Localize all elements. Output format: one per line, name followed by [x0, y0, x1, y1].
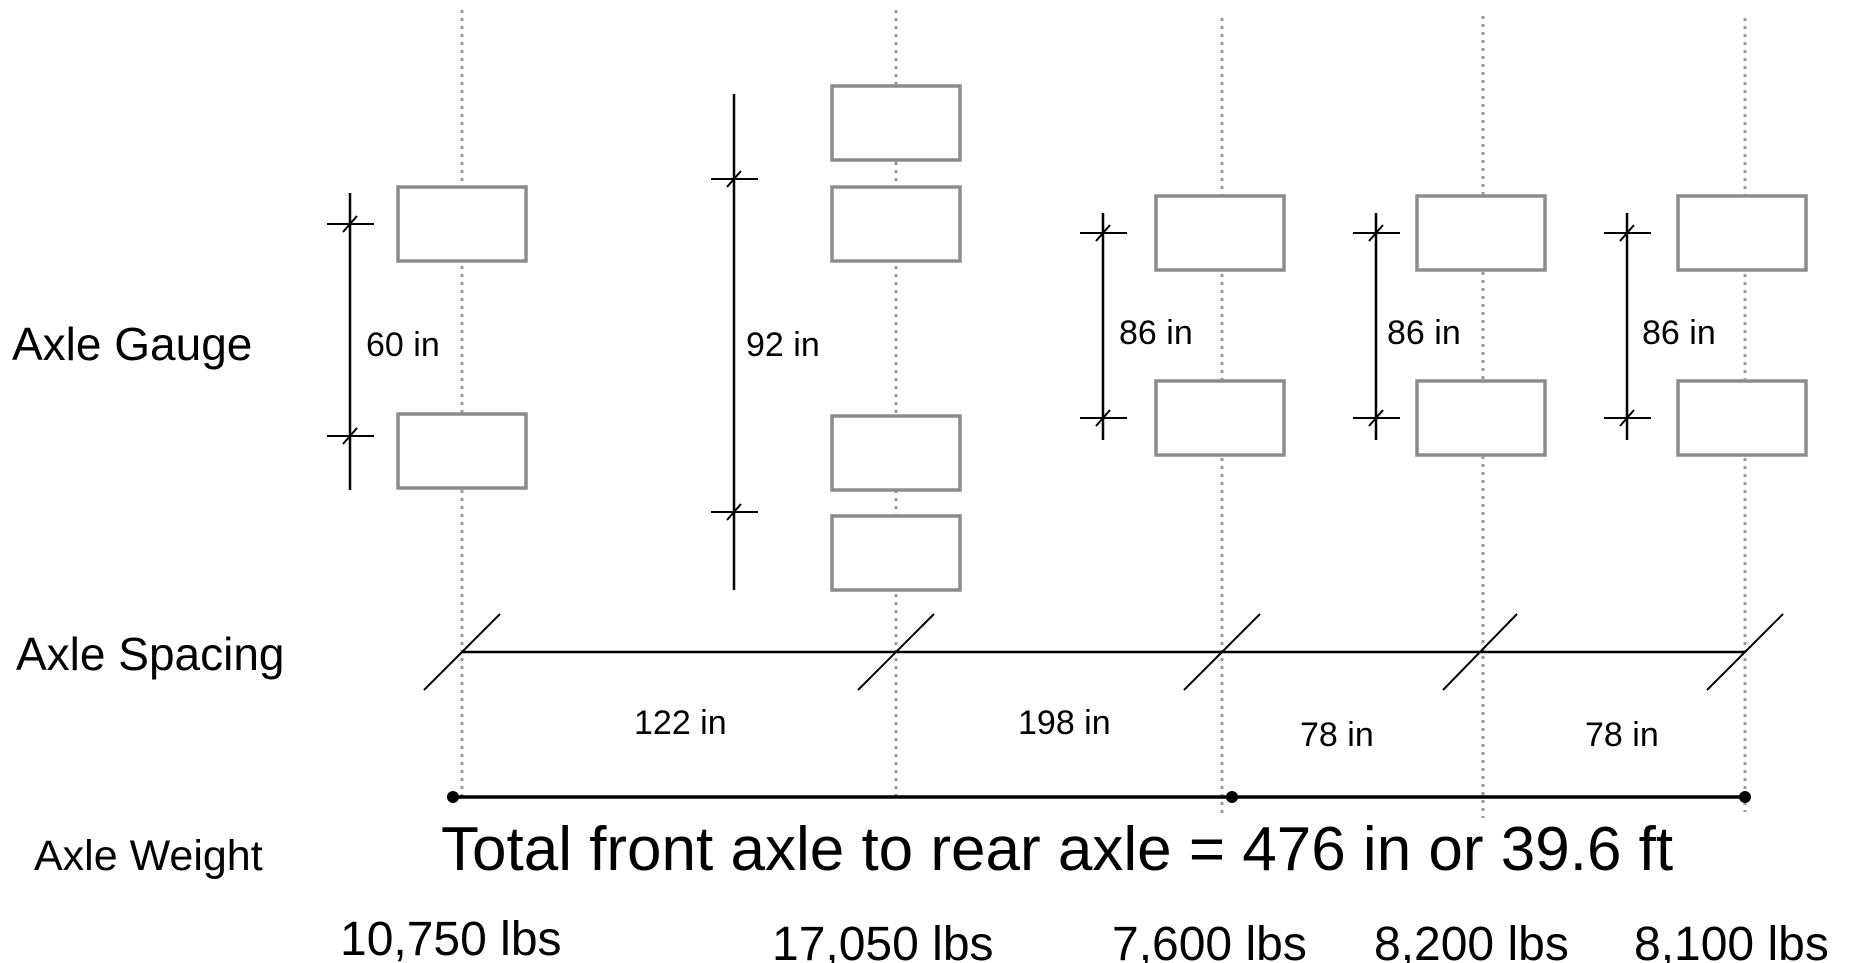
axle-1-gauge-label: 60 in — [366, 326, 440, 364]
axle-3-gauge-label: 86 in — [1119, 314, 1193, 352]
spacing-tick-axle-2 — [857, 613, 935, 691]
spacing-label-1-2: 122 in — [634, 704, 727, 742]
total-start-dot — [447, 791, 459, 803]
axle-4-left-tire — [1415, 194, 1547, 272]
axle-5-left-tire — [1676, 194, 1808, 272]
axle-5-gauge-dimension — [1604, 213, 1651, 440]
axle-2-gauge-dimension — [711, 94, 758, 590]
axle-3-left-tire — [1154, 194, 1286, 272]
axle-5-right-tire — [1676, 379, 1808, 457]
spacing-tick-axle-4 — [1442, 613, 1518, 691]
axle-5-gauge-label: 86 in — [1642, 314, 1716, 352]
axle-5: 86 in — [1604, 194, 1808, 457]
total-mid-dot — [1226, 791, 1238, 803]
axle-spacing-row-label: Axle Spacing — [16, 628, 285, 680]
axle-5-weight: 8,100 lbs — [1634, 918, 1829, 963]
spacing-label-2-3: 198 in — [1018, 704, 1111, 742]
spacing-label-4-5: 78 in — [1585, 716, 1659, 754]
axle-3: 86 in — [1080, 194, 1286, 457]
axle-2-gauge-label: 92 in — [746, 326, 820, 364]
axle-4-gauge-dimension — [1353, 213, 1400, 440]
axle-4: 86 in — [1353, 194, 1547, 457]
axle-2-weight: 17,050 lbs — [772, 918, 994, 963]
axle-2: 92 in — [711, 84, 962, 592]
axle-1-left-tire — [396, 185, 528, 263]
axle-gauge-row-label: Axle Gauge — [12, 318, 252, 370]
axle-weight-row-label: Axle Weight — [34, 832, 263, 880]
axle-2-right-outer-tire — [830, 514, 962, 592]
axle-4-weight: 8,200 lbs — [1374, 918, 1569, 963]
axle-3-gauge-dimension — [1080, 213, 1127, 440]
axle-spacing-dimension — [423, 613, 1784, 691]
axle-3-right-tire — [1154, 379, 1286, 457]
spacing-tick-axle-1 — [423, 613, 501, 691]
spacing-label-3-4: 78 in — [1300, 716, 1374, 754]
axle-1: 60 in — [327, 185, 528, 490]
axle-4-right-tire — [1415, 379, 1547, 457]
spacing-tick-axle-3 — [1183, 613, 1261, 691]
axle-2-left-outer-tire — [830, 84, 962, 162]
axle-2-left-inner-tire — [830, 185, 962, 263]
axle-4-gauge-label: 86 in — [1387, 314, 1461, 352]
axle-3-weight: 7,600 lbs — [1112, 918, 1307, 963]
axle-2-right-inner-tire — [830, 414, 962, 492]
total-length-label: Total front axle to rear axle = 476 in o… — [441, 815, 1673, 884]
axle-1-right-tire — [396, 412, 528, 490]
total-end-dot — [1739, 791, 1751, 803]
spacing-tick-axle-5 — [1706, 613, 1784, 691]
axle-1-weight: 10,750 lbs — [340, 913, 562, 963]
total-length-dimension — [447, 791, 1751, 803]
axle-1-gauge-dimension — [327, 193, 374, 490]
